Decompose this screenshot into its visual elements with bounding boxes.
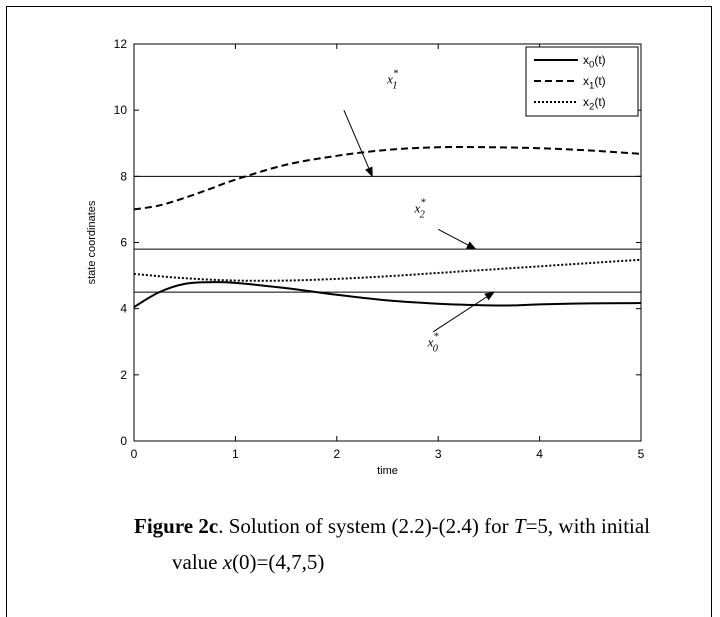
- x-axis-label: time: [377, 465, 398, 477]
- annotation-arrow-x1-star: [343, 109, 373, 178]
- x-tick-label: 5: [638, 447, 645, 461]
- x-tick-label: 0: [131, 447, 138, 461]
- annotation-label-x2-star: x* 2: [413, 198, 426, 221]
- y-tick-label: 12: [114, 37, 128, 51]
- legend-box: [525, 46, 639, 117]
- y-tick-label: 8: [120, 169, 127, 183]
- series-line-x1t: [133, 145, 642, 211]
- annotation-label-x0-star: x* 0: [427, 332, 440, 355]
- annotation-arrow-x0-star: [432, 291, 495, 333]
- x-tick-label: 2: [333, 447, 340, 461]
- series-line-x2t: [133, 258, 642, 282]
- legend: x0(t) x1(t) x2(t): [525, 46, 639, 117]
- figure-frame: [6, 6, 712, 617]
- legend-label-x0t: x0(t): [583, 53, 606, 71]
- x-tick-label: 4: [536, 447, 543, 461]
- y-tick-label: 2: [120, 368, 127, 382]
- figure-caption: Figure 2c. Solution of system (2.2)-(2.4…: [134, 508, 702, 580]
- caption-text-c: value: [172, 550, 223, 574]
- caption-text-b: =5, with initial: [525, 514, 651, 538]
- caption-text-d: (0)=(4,7,5): [232, 550, 325, 574]
- y-tick-label: 0: [120, 434, 127, 448]
- caption-x: x: [222, 550, 233, 574]
- annotation-arrow-x2-star: [437, 228, 477, 250]
- caption-label: Figure 2c: [134, 514, 219, 538]
- x-tick-label: 1: [232, 447, 239, 461]
- annotation-label-x1-star: x* 1: [386, 69, 399, 92]
- caption-T: T: [513, 514, 526, 538]
- caption-text-a: . Solution of system (2.2)-(2.4) for: [218, 514, 514, 538]
- series-line-x0t: [133, 281, 642, 308]
- y-axis-label: state coordinates: [86, 200, 98, 284]
- x-tick-label: 3: [435, 447, 442, 461]
- y-tick-label: 10: [114, 103, 128, 117]
- legend-label-x2t: x2(t): [583, 95, 606, 113]
- y-tick-label: 4: [120, 302, 127, 316]
- legend-label-x1t: x1(t): [583, 74, 606, 92]
- y-tick-label: 6: [120, 236, 127, 250]
